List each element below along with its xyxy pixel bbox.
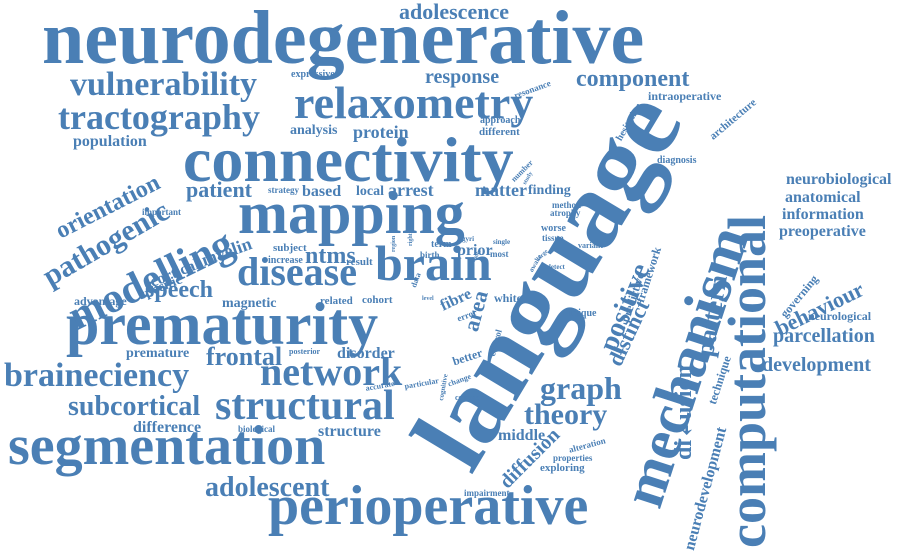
word-architecture: architecture xyxy=(707,96,759,143)
word-atrophy: atrophy xyxy=(550,208,581,218)
word-based: based xyxy=(302,183,342,200)
word-strategy: strategy xyxy=(268,185,299,195)
word-arrest: arrest xyxy=(388,180,434,200)
word-preoperative: preoperative xyxy=(779,223,866,240)
word-premature: premature xyxy=(126,346,190,361)
word-structural: structural xyxy=(215,383,395,429)
word-subject: subject xyxy=(273,242,307,254)
word-analysis: analysis xyxy=(290,123,338,138)
word-graph: graph xyxy=(540,370,622,406)
word-finding: finding xyxy=(528,183,571,198)
word-different: different xyxy=(479,126,520,138)
word-tissue: tissue xyxy=(542,233,564,243)
word-prematurity: prematurity xyxy=(66,291,379,357)
word-level: level xyxy=(422,296,434,302)
word-segmentation: segmentation xyxy=(8,415,326,477)
word-middle: middle xyxy=(498,427,546,444)
word-approach: approach xyxy=(480,115,521,126)
word-neurobiological: neurobiological xyxy=(786,171,892,188)
word-neurological: neurological xyxy=(808,309,872,323)
word-increase: increase xyxy=(268,255,303,266)
word-anatomical: anatomical xyxy=(785,189,861,206)
word-diagnosis: diagnosis xyxy=(657,155,697,166)
word-important: important xyxy=(142,207,181,217)
word-alteration: alteration xyxy=(567,435,607,455)
word-subcortical: subcortical xyxy=(68,391,201,422)
word-intraoperative: intraoperative xyxy=(648,89,722,103)
word-term: term xyxy=(431,239,452,250)
word-brain: brain xyxy=(375,235,492,291)
word-result: result xyxy=(346,256,373,268)
word-protein: protein xyxy=(353,122,409,142)
word-method: method xyxy=(552,200,581,210)
word-matter: matter xyxy=(475,180,527,200)
word-braineciency: braineciency xyxy=(4,357,190,394)
word-expressive: expressive xyxy=(291,69,335,80)
word-response: response xyxy=(425,66,500,88)
word-cohort: cohort xyxy=(362,294,393,306)
word-patient: patient xyxy=(186,177,252,202)
word-ntms: ntms xyxy=(305,243,356,269)
word-perioperative: perioperative xyxy=(268,475,589,537)
word-impairment: impairment xyxy=(464,488,510,498)
word-gyri: gyri xyxy=(462,235,475,243)
word-disorder: disorder xyxy=(337,345,395,362)
word-vulnerability: vulnerability xyxy=(70,66,258,103)
word-variant: variant xyxy=(578,241,603,250)
word-component: component xyxy=(576,66,690,92)
word-unique: unique xyxy=(567,308,597,319)
word-adolescent: adolescent xyxy=(205,472,330,503)
word-prior: prior xyxy=(457,242,493,259)
word-speech: speech xyxy=(145,277,213,303)
word-single: single xyxy=(493,238,511,246)
word-relaxometry: relaxometry xyxy=(294,77,534,128)
word-diffusion-top: di↲usion xyxy=(671,365,697,460)
word-region: region xyxy=(391,235,397,252)
word-posterior: posterior xyxy=(289,347,321,356)
word-exploring: exploring xyxy=(540,462,585,474)
word-properties: properties xyxy=(553,453,593,463)
word-most: most xyxy=(490,249,509,259)
word-parcellation: parcellation xyxy=(773,325,875,347)
word-development: development xyxy=(762,354,871,376)
word-disease: disease xyxy=(237,249,357,294)
word-detect: detect xyxy=(547,263,565,271)
word-common: common xyxy=(455,393,485,402)
word-local: local xyxy=(356,184,384,199)
word-population: population xyxy=(73,133,147,150)
word-birth: birth xyxy=(420,250,440,260)
word-theory: theory xyxy=(524,398,608,431)
word-advantage: advantage xyxy=(74,294,127,308)
word-adolescence: adolescence xyxy=(399,0,509,24)
word-magnetic: magnetic xyxy=(222,296,277,311)
word-network: network xyxy=(260,349,403,394)
word-neurodegenerative: neurodegenerative xyxy=(42,0,645,80)
word-right: right xyxy=(408,233,414,246)
word-structure: structure xyxy=(318,423,381,440)
word-white: white xyxy=(494,291,522,305)
word-connectivity: connectivity xyxy=(183,124,514,195)
word-mapping: mapping xyxy=(238,180,465,246)
word-worse: worse xyxy=(541,223,566,234)
word-related: related xyxy=(320,295,353,307)
word-tractography: tractography xyxy=(58,97,260,137)
word-biological: biological xyxy=(238,424,276,434)
word-difference: difference xyxy=(133,419,202,436)
word-information: information xyxy=(782,206,864,223)
word-frontal: frontal xyxy=(206,342,283,371)
word-computational: computational xyxy=(717,214,777,548)
